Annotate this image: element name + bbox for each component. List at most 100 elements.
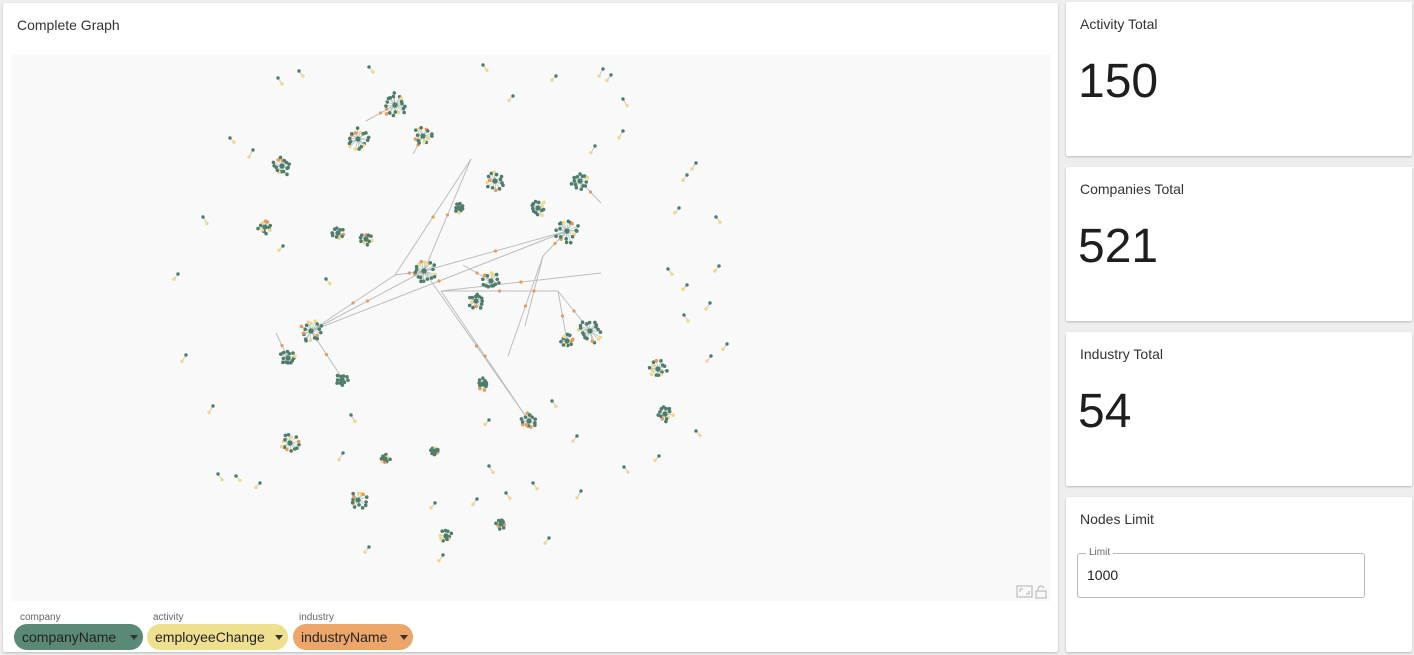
- graph-node[interactable]: [584, 180, 589, 184]
- graph-node[interactable]: [497, 527, 502, 531]
- company-node[interactable]: [622, 465, 626, 469]
- limit-input[interactable]: [1087, 567, 1347, 583]
- graph-node[interactable]: [360, 233, 364, 237]
- graph-node[interactable]: [489, 284, 494, 288]
- graph-node[interactable]: [364, 233, 368, 237]
- company-node[interactable]: [279, 163, 285, 169]
- company-node[interactable]: [488, 278, 494, 284]
- company-node[interactable]: [564, 228, 570, 234]
- company-node[interactable]: [694, 161, 698, 165]
- industry-node[interactable]: [519, 280, 523, 284]
- graph-node[interactable]: [481, 282, 486, 287]
- company-node[interactable]: [498, 521, 504, 527]
- graph-node[interactable]: [281, 360, 285, 365]
- graph-node[interactable]: [482, 388, 487, 392]
- graph-node[interactable]: [480, 299, 484, 303]
- graph-node[interactable]: [359, 239, 363, 244]
- graph-node[interactable]: [496, 518, 501, 523]
- company-node[interactable]: [492, 178, 498, 184]
- graph-node[interactable]: [664, 419, 668, 424]
- graph-node[interactable]: [594, 324, 598, 329]
- graph-node[interactable]: [287, 162, 291, 166]
- company-node[interactable]: [579, 489, 583, 493]
- graph-node[interactable]: [285, 447, 289, 452]
- graph-node[interactable]: [479, 296, 484, 300]
- graph-node[interactable]: [272, 163, 276, 168]
- graph-node[interactable]: [651, 360, 656, 365]
- graph-node[interactable]: [582, 174, 587, 178]
- graph-node[interactable]: [337, 236, 342, 240]
- graph-node[interactable]: [286, 433, 291, 437]
- graph-node[interactable]: [432, 263, 437, 267]
- graph-node[interactable]: [346, 378, 350, 383]
- graph-node[interactable]: [492, 170, 496, 174]
- graph-node[interactable]: [366, 135, 371, 140]
- activity-node[interactable]: [704, 307, 708, 311]
- company-node[interactable]: [575, 434, 579, 438]
- graph-node[interactable]: [360, 506, 365, 510]
- company-node[interactable]: [211, 404, 215, 408]
- activity-node[interactable]: [718, 220, 722, 224]
- graph-node[interactable]: [292, 447, 297, 451]
- company-node[interactable]: [308, 328, 314, 334]
- graph-node[interactable]: [421, 279, 426, 283]
- activity-node[interactable]: [220, 477, 224, 482]
- company-node[interactable]: [251, 148, 255, 152]
- graph-node[interactable]: [289, 435, 294, 439]
- graph-node[interactable]: [287, 351, 292, 356]
- graph-node[interactable]: [312, 336, 317, 340]
- graph-node[interactable]: [527, 413, 532, 417]
- graph-node[interactable]: [449, 531, 454, 536]
- graph-node[interactable]: [348, 144, 352, 149]
- company-node[interactable]: [341, 451, 345, 455]
- graph-node[interactable]: [578, 172, 582, 176]
- graph-node[interactable]: [335, 381, 339, 385]
- graph-node[interactable]: [469, 300, 474, 304]
- company-node[interactable]: [339, 377, 345, 383]
- graph-node[interactable]: [425, 277, 430, 281]
- graph-node[interactable]: [479, 302, 484, 306]
- company-node[interactable]: [621, 97, 625, 101]
- activity-node[interactable]: [207, 410, 211, 415]
- graph-node[interactable]: [471, 305, 475, 310]
- activity-chip[interactable]: employeeChange: [147, 624, 288, 650]
- graph-node[interactable]: [662, 364, 667, 369]
- activity-node[interactable]: [589, 151, 593, 155]
- company-node[interactable]: [577, 178, 583, 184]
- graph-node[interactable]: [399, 96, 404, 101]
- graph-node[interactable]: [315, 333, 320, 338]
- industry-node[interactable]: [437, 279, 441, 283]
- graph-node[interactable]: [561, 343, 566, 347]
- activity-node[interactable]: [625, 103, 629, 108]
- graph-node[interactable]: [598, 330, 603, 334]
- graph-node[interactable]: [487, 178, 492, 183]
- graph-node[interactable]: [401, 106, 406, 111]
- industry-node[interactable]: [445, 213, 450, 217]
- graph-node[interactable]: [596, 327, 600, 332]
- industry-node[interactable]: [497, 289, 502, 293]
- graph-node[interactable]: [301, 331, 306, 335]
- graph-node[interactable]: [440, 529, 444, 533]
- company-node[interactable]: [441, 553, 445, 557]
- industry-node[interactable]: [553, 241, 557, 246]
- graph-node[interactable]: [402, 110, 406, 115]
- activity-node[interactable]: [626, 470, 630, 474]
- network-graph[interactable]: [11, 54, 1051, 601]
- graph-node[interactable]: [366, 233, 371, 237]
- industry-node[interactable]: [493, 249, 498, 253]
- graph-node[interactable]: [391, 94, 396, 99]
- graph-node[interactable]: [430, 132, 434, 136]
- graph-node[interactable]: [309, 321, 313, 326]
- graph-node[interactable]: [289, 449, 293, 453]
- activity-node[interactable]: [670, 272, 674, 276]
- graph-node[interactable]: [501, 526, 506, 530]
- company-node[interactable]: [655, 366, 661, 372]
- company-node[interactable]: [297, 69, 301, 73]
- graph-node[interactable]: [268, 228, 272, 233]
- graph-node[interactable]: [649, 372, 654, 377]
- graph-node[interactable]: [425, 261, 429, 266]
- company-node[interactable]: [593, 144, 597, 148]
- graph-node[interactable]: [429, 276, 434, 280]
- graph-node[interactable]: [497, 281, 501, 285]
- fit-to-screen-icon[interactable]: [1016, 585, 1033, 598]
